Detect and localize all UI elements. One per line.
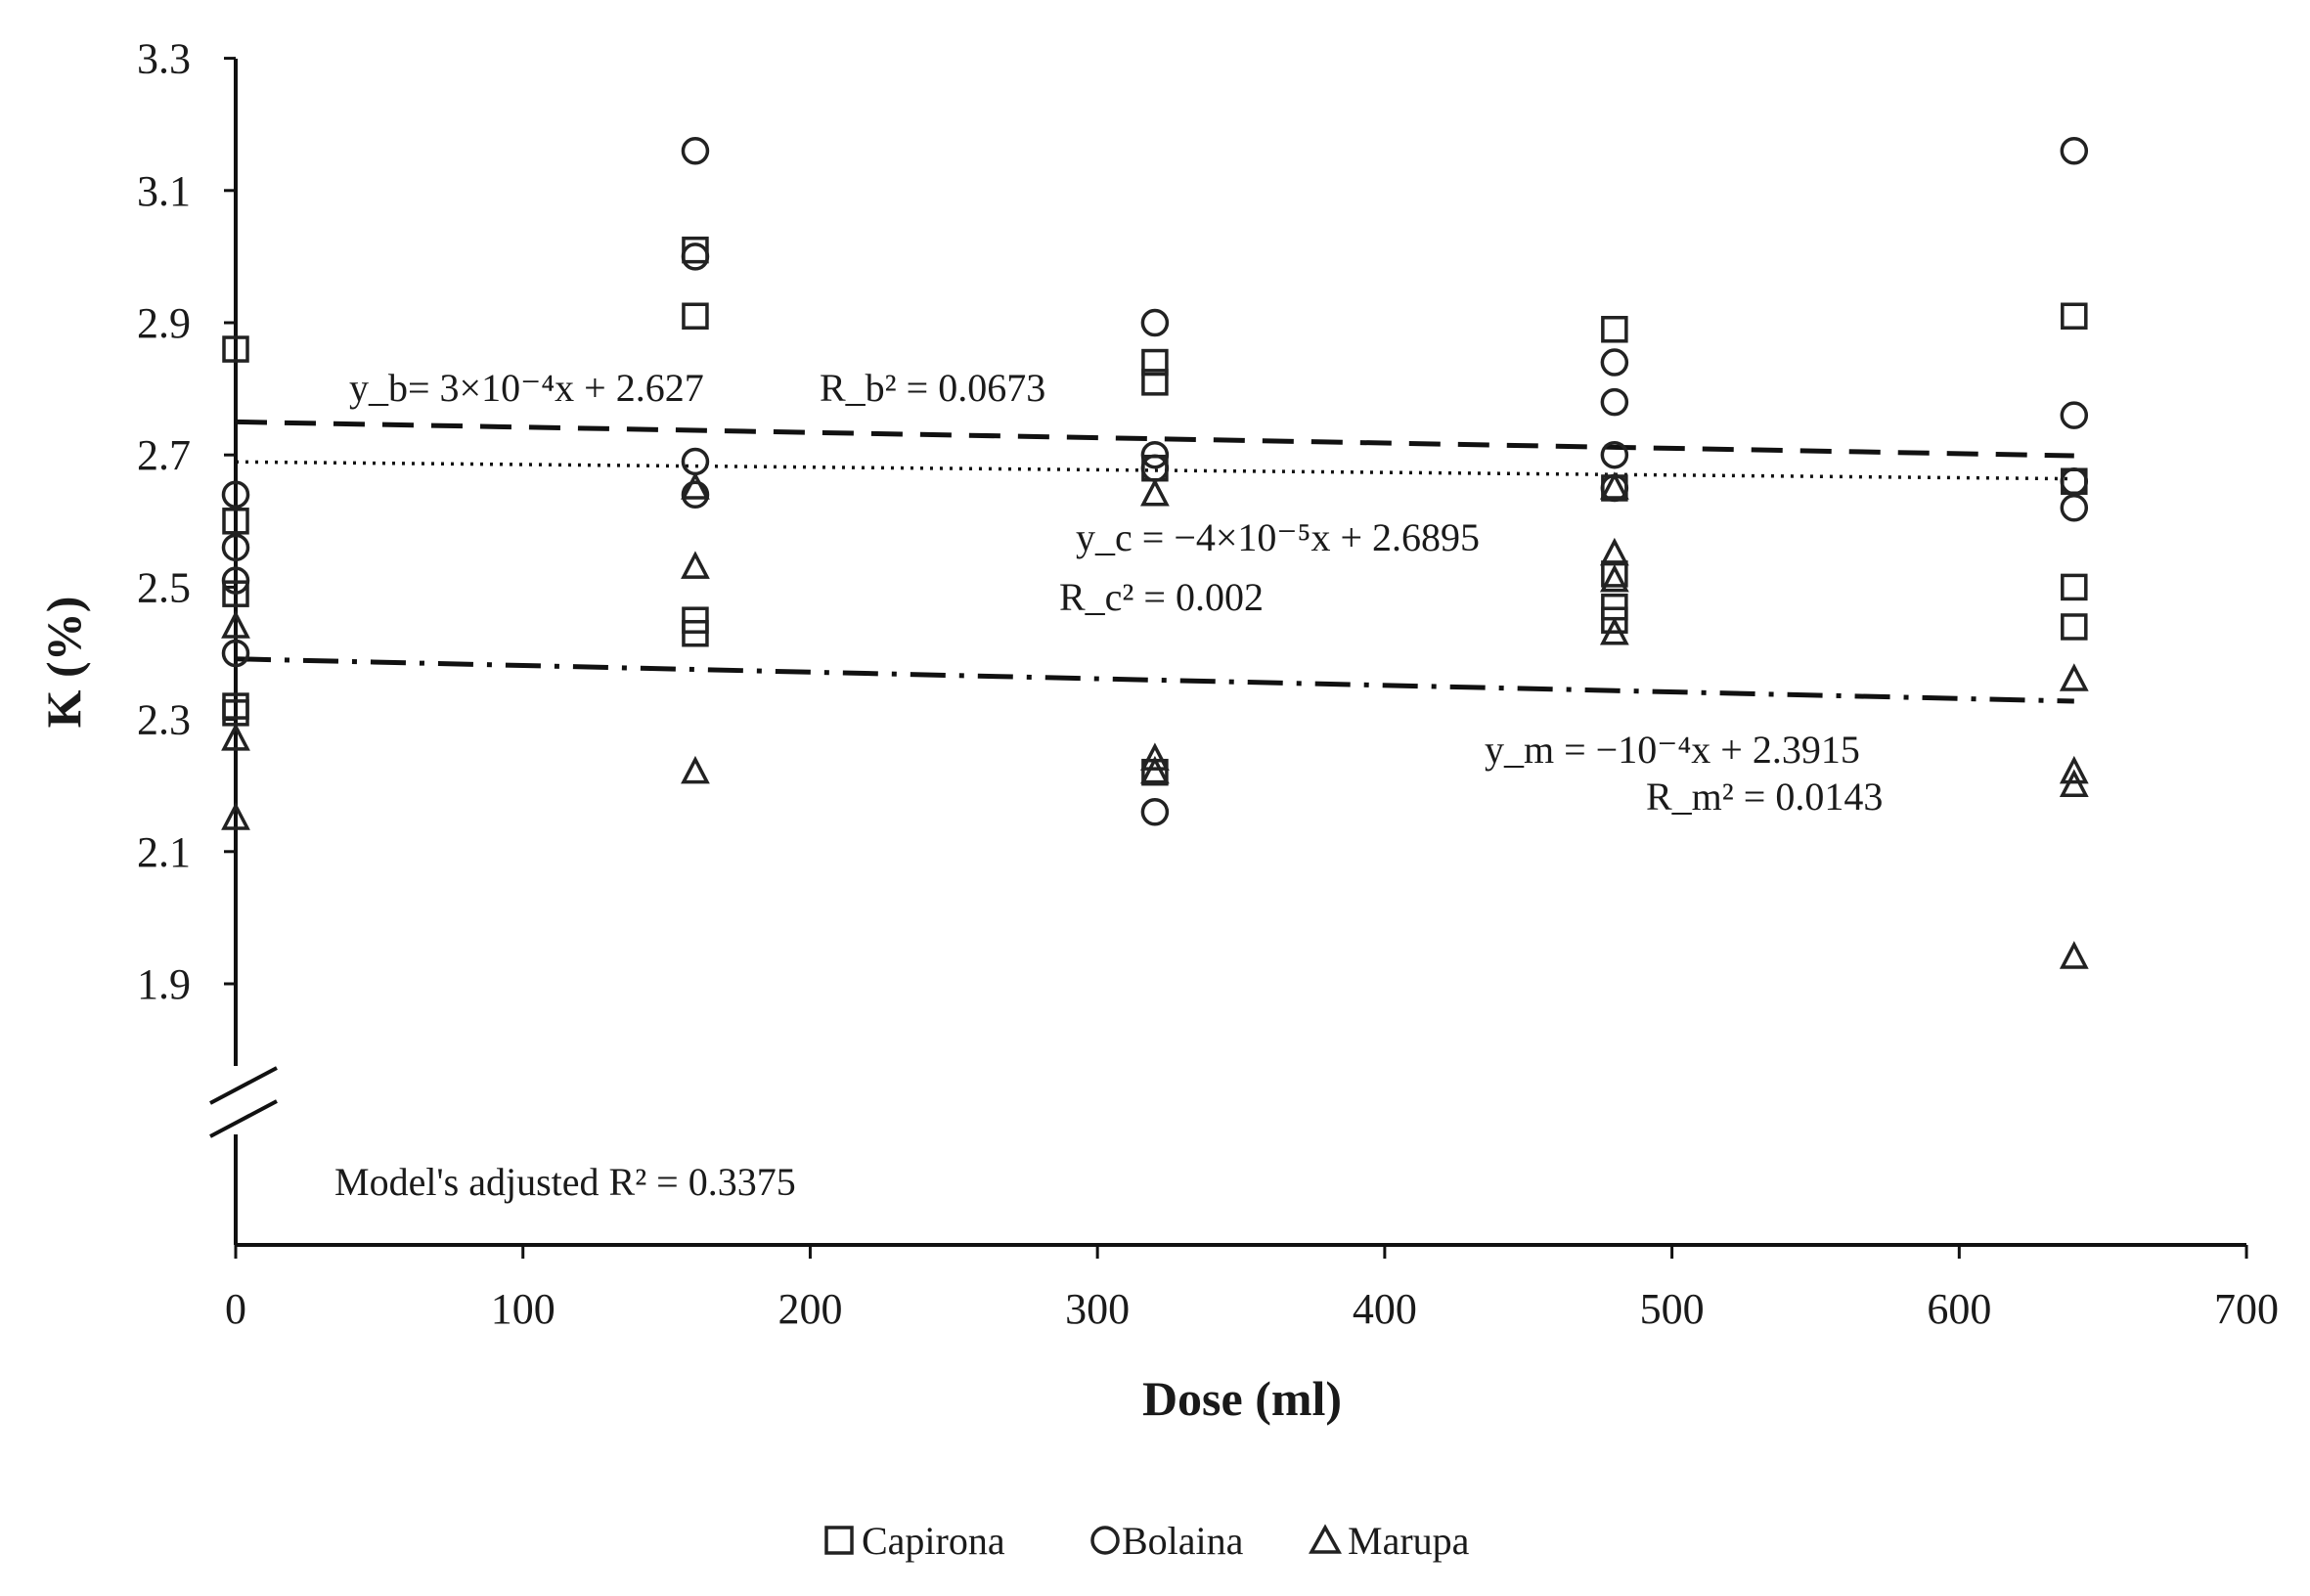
point-capirona [1601, 606, 1628, 634]
annotations: y_b= 3×10⁻⁴x + 2.627 R_b² = 0.0673 y_c =… [334, 366, 1883, 1204]
point-marupa [2059, 769, 2089, 797]
eq-bolaina: y_b= 3×10⁻⁴x + 2.627 [349, 366, 704, 410]
point-capirona [682, 302, 709, 330]
y-tick-label: 2.7 [137, 431, 191, 479]
r2-bolaina: R_b² = 0.0673 [820, 366, 1045, 410]
x-tick-label: 200 [777, 1285, 842, 1333]
point-bolaina [1140, 797, 1170, 826]
x-ticks: 0 100 200 300 400 500 600 700 [225, 1245, 2279, 1333]
point-bolaina [221, 639, 250, 668]
point-bolaina [1140, 308, 1170, 337]
trend-line-bolaina [235, 419, 2074, 459]
point-marupa [2059, 663, 2089, 691]
legend-item-capirona: Capirona [824, 1519, 1005, 1563]
axes [209, 59, 2246, 1247]
point-marupa [221, 723, 250, 751]
y-axis-title: K (%) [36, 597, 91, 729]
legend: Capirona Bolaina Marupa [824, 1519, 1470, 1563]
point-marupa [1140, 477, 1170, 507]
y-tick-label: 2.9 [137, 299, 191, 347]
point-capirona [1601, 316, 1628, 343]
x-tick-label: 300 [1065, 1285, 1130, 1333]
y-tick-label: 2.1 [137, 828, 191, 876]
y-tick-label: 3.3 [137, 35, 191, 83]
legend-circle-icon [1090, 1526, 1120, 1555]
point-bolaina [1600, 440, 1629, 469]
point-marupa [1599, 537, 1629, 566]
eq-marupa: y_m = −10⁻⁴x + 2.3915 [1485, 728, 1860, 772]
model-r2: Model's adjusted R² = 0.3375 [334, 1160, 796, 1204]
legend-item-bolaina: Bolaina [1090, 1519, 1244, 1563]
point-capirona [682, 619, 709, 647]
point-capirona [1141, 369, 1169, 396]
point-bolaina [221, 480, 250, 510]
point-marupa [221, 610, 250, 639]
point-bolaina [2060, 136, 2089, 165]
point-capirona [2061, 302, 2088, 330]
x-tick-label: 700 [2214, 1285, 2279, 1333]
r2-marupa: R_m² = 0.0143 [1646, 775, 1883, 819]
trend-lines [235, 419, 2074, 704]
point-bolaina [2060, 401, 2089, 429]
point-capirona [2061, 613, 2088, 641]
point-marupa [681, 471, 710, 500]
point-capirona [1141, 348, 1169, 377]
point-marupa [2059, 755, 2089, 784]
data-points [221, 136, 2089, 969]
point-marupa [2059, 941, 2089, 969]
point-marupa [1599, 616, 1629, 645]
point-marupa [221, 802, 250, 830]
r2-capirona: R_c² = 0.002 [1059, 575, 1264, 619]
point-marupa [1140, 755, 1170, 784]
point-marupa [681, 551, 710, 579]
legend-label-capirona: Capirona [862, 1519, 1005, 1563]
point-marupa [1599, 563, 1629, 593]
point-capirona [222, 335, 249, 363]
legend-item-marupa: Marupa [1309, 1519, 1470, 1563]
legend-label-bolaina: Bolaina [1122, 1519, 1244, 1563]
point-capirona [222, 508, 249, 535]
point-bolaina [1600, 387, 1629, 417]
y-tick-label: 2.5 [137, 563, 191, 611]
point-bolaina [681, 480, 710, 510]
point-bolaina [1600, 348, 1629, 377]
point-bolaina [2060, 466, 2089, 496]
point-bolaina [1140, 440, 1170, 469]
point-marupa [1140, 742, 1170, 771]
point-bolaina [2060, 494, 2089, 522]
point-marupa [681, 755, 710, 784]
legend-square-icon [824, 1526, 854, 1555]
x-tick-label: 400 [1353, 1285, 1417, 1333]
legend-label-marupa: Marupa [1348, 1519, 1470, 1563]
point-bolaina [681, 243, 710, 271]
y-ticks: 1.9 2.1 2.3 2.5 2.7 2.9 3.1 3.3 [137, 35, 236, 1008]
y-tick-label: 2.3 [137, 696, 191, 744]
point-capirona [222, 692, 249, 720]
y-tick-label: 1.9 [137, 960, 191, 1008]
x-tick-label: 500 [1640, 1285, 1705, 1333]
point-capirona [2061, 573, 2088, 601]
point-bolaina [221, 533, 250, 562]
point-capirona [222, 580, 249, 607]
point-bolaina [221, 566, 250, 595]
x-tick-label: 100 [491, 1285, 555, 1333]
point-marupa [1599, 471, 1629, 500]
x-tick-label: 600 [1927, 1285, 1991, 1333]
legend-triangle-icon [1309, 1524, 1342, 1554]
point-bolaina [681, 136, 710, 165]
x-axis-title: Dose (ml) [1142, 1371, 1342, 1426]
x-tick-label: 0 [225, 1285, 246, 1333]
y-tick-label: 3.1 [137, 167, 191, 215]
eq-capirona: y_c = −4×10⁻⁵x + 2.6895 [1076, 515, 1480, 559]
axis-break [209, 1066, 278, 1138]
